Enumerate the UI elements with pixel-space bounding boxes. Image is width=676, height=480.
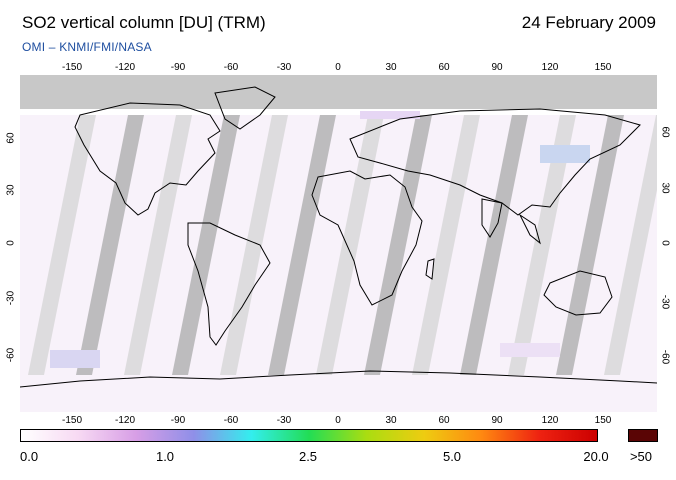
colorbar-label: 20.0 [583,449,609,464]
lon-tick-bottom: -30 [276,415,292,426]
lat-tick-right: 30 [659,182,671,194]
lon-tick-top: 60 [438,62,450,73]
lon-tick-top: -30 [276,62,292,73]
lon-tick-top: 90 [491,62,503,73]
lon-tick-top: 30 [385,62,397,73]
lon-tick-bottom: 120 [541,415,559,426]
lat-tick-left: 60 [5,132,17,144]
swath-gap-band [316,115,384,375]
lon-tick-bottom: 0 [335,415,341,426]
coastlines [20,86,657,388]
lon-tick-top: -150 [61,62,83,73]
lon-tick-bottom: -90 [170,415,186,426]
lon-tick-top: -60 [223,62,239,73]
lon-tick-top: 0 [335,62,341,73]
swath-gap-band [172,115,240,375]
lon-tick-top: 150 [594,62,612,73]
lat-tick-left: 30 [5,184,17,196]
north-polar-no-data-region [20,75,657,109]
colorbar-label: 1.0 [155,449,175,464]
swath-gap-band [556,115,624,375]
data-source-credit: OMI – KNMI/FMI/NASA [22,40,152,54]
lon-tick-top: -90 [170,62,186,73]
lat-tick-right: -60 [659,349,671,365]
lon-tick-bottom: -120 [114,415,136,426]
lat-tick-right: 60 [659,126,671,138]
swath-gap-band [508,115,576,375]
so2-world-map [20,75,657,412]
swath-gap-band [412,115,480,375]
lat-tick-right: -30 [659,294,671,310]
colorbar-overflow-label: >50 [629,449,653,464]
swath-gaps [28,115,657,375]
swath-gap-band [268,115,336,375]
map-canvas [20,75,657,412]
lon-tick-bottom: -150 [61,415,83,426]
lon-tick-top: 120 [541,62,559,73]
lat-tick-left: 0 [5,240,17,246]
colorbar-label: 5.0 [442,449,462,464]
lon-tick-top: -120 [114,62,136,73]
swath-gap-band [364,115,432,375]
lon-tick-bottom: 150 [594,415,612,426]
swath-gap-band [28,115,96,375]
lon-tick-bottom: 60 [438,415,450,426]
polar-noise [50,111,590,368]
lat-tick-left: -60 [5,347,17,363]
lat-tick-left: -30 [5,290,17,306]
swath-gap-band [604,115,657,375]
colorbar-label: 0.0 [20,449,39,464]
swath-gap-band [220,115,288,375]
map-date: 24 February 2009 [521,13,656,32]
lon-tick-bottom: 30 [385,415,397,426]
colorbar-overflow-swatch [628,429,658,442]
map-title: SO2 vertical column [DU] (TRM) [22,13,266,32]
swath-gap-band [124,115,192,375]
lon-tick-bottom: -60 [223,415,239,426]
lat-tick-right: 0 [659,240,671,246]
colorbar-label: 2.5 [298,449,318,464]
colorbar [20,429,598,442]
lon-tick-bottom: 90 [491,415,503,426]
swath-gap-band [460,115,528,375]
swath-gap-band [76,115,144,375]
